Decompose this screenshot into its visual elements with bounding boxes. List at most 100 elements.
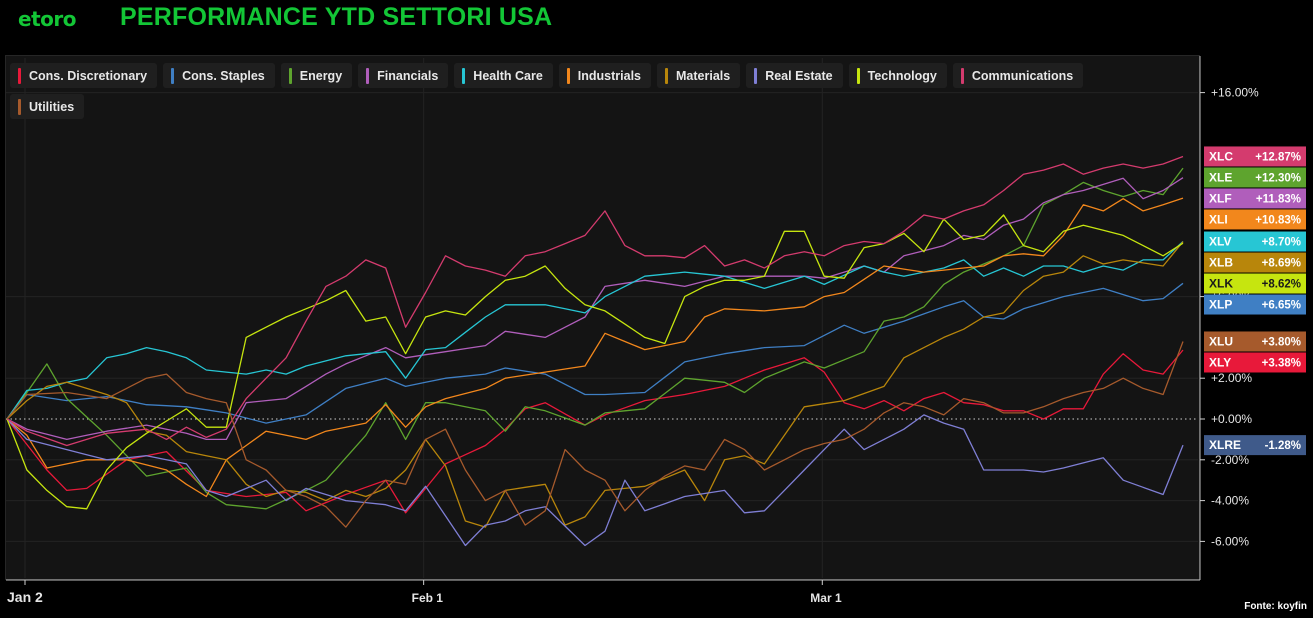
value-label-box bbox=[1204, 331, 1306, 352]
value-label-ticker: XLU bbox=[1209, 334, 1233, 348]
legend-swatch bbox=[462, 67, 466, 84]
series-line-xly bbox=[6, 349, 1184, 514]
y-tick-label: -6.00% bbox=[1211, 534, 1249, 548]
series-line-xle bbox=[6, 167, 1184, 510]
value-label-box bbox=[1204, 146, 1306, 167]
legend-label: Cons. Staples bbox=[182, 68, 265, 83]
legend-label: Energy bbox=[299, 68, 343, 83]
legend-label: Utilities bbox=[29, 99, 75, 114]
series-line-xlre bbox=[6, 414, 1184, 547]
value-label-xlc: XLC +12.87% bbox=[1204, 146, 1306, 167]
value-label-xlre: XLRE -1.28% bbox=[1204, 435, 1306, 456]
y-tick-label: +16.00% bbox=[1211, 86, 1259, 100]
value-label-ticker: XLE bbox=[1209, 170, 1232, 184]
value-label-ticker: XLB bbox=[1209, 256, 1233, 270]
series-line-xlp bbox=[6, 282, 1184, 424]
series-line-xlb bbox=[6, 241, 1184, 528]
value-label-xlp: XLP +6.65% bbox=[1204, 294, 1306, 315]
value-label-box bbox=[1204, 273, 1306, 294]
legend-swatch bbox=[566, 67, 570, 84]
y-tick-label: +2.00% bbox=[1211, 371, 1252, 385]
value-label-xlb: XLB +8.69% bbox=[1204, 252, 1306, 273]
legend-label: Financials bbox=[377, 68, 439, 83]
legend-swatch bbox=[665, 67, 668, 84]
x-tick-label: Mar 1 bbox=[810, 591, 842, 605]
value-label-value: +6.65% bbox=[1262, 300, 1301, 312]
legend-item-xlb[interactable]: Materials bbox=[657, 63, 741, 88]
value-label-box bbox=[1204, 167, 1306, 188]
value-label-box bbox=[1204, 294, 1306, 315]
value-label-value: +3.80% bbox=[1262, 336, 1301, 348]
legend-label: Cons. Discretionary bbox=[29, 68, 148, 83]
value-label-box bbox=[1204, 252, 1306, 273]
value-label-value: +8.62% bbox=[1262, 279, 1301, 291]
legend-item-xle[interactable]: Energy bbox=[280, 63, 353, 88]
legend-swatch bbox=[856, 67, 860, 84]
legend-item-xli[interactable]: Industrials bbox=[558, 63, 651, 88]
legend-item-xlf[interactable]: Financials bbox=[358, 63, 449, 88]
page-title: PERFORMANCE YTD SETTORI USA bbox=[120, 3, 553, 31]
legend-item-xlre[interactable]: Real Estate bbox=[746, 63, 843, 88]
series-line-xlu bbox=[6, 341, 1184, 528]
value-label-ticker: XLK bbox=[1209, 277, 1233, 291]
value-label-xle: XLE +12.30% bbox=[1204, 167, 1306, 188]
legend-swatch bbox=[754, 67, 758, 84]
value-label-value: +8.70% bbox=[1262, 237, 1301, 249]
value-label-ticker: XLP bbox=[1209, 298, 1232, 312]
y-tick-label: -2.00% bbox=[1211, 453, 1249, 467]
value-label-box bbox=[1204, 188, 1306, 209]
value-label-xlv: XLV +8.70% bbox=[1204, 231, 1306, 252]
value-label-ticker: XLC bbox=[1209, 149, 1233, 163]
value-label-ticker: XLV bbox=[1209, 235, 1231, 249]
legend-label: Industrials bbox=[577, 68, 641, 83]
grid-lines bbox=[6, 58, 1198, 578]
value-label-xlu: XLU +3.80% bbox=[1204, 331, 1306, 352]
value-label-ticker: XLI bbox=[1209, 212, 1228, 226]
chart-legend: Cons. Discretionary Cons. Staples Energy Fi… bbox=[10, 63, 1110, 119]
y-tick-label: -4.00% bbox=[1211, 494, 1249, 508]
series-line-xlk bbox=[6, 214, 1184, 510]
legend-swatch bbox=[366, 67, 370, 84]
legend-item-xly[interactable]: Cons. Discretionary bbox=[10, 63, 158, 88]
value-label-value: +11.83% bbox=[1256, 193, 1301, 205]
legend-item-xlk[interactable]: Technology bbox=[848, 63, 947, 88]
legend-swatch bbox=[288, 67, 292, 84]
value-label-xli: XLI +10.83% bbox=[1204, 209, 1306, 230]
series-line-xlc bbox=[6, 155, 1184, 447]
value-label-value: +10.83% bbox=[1255, 214, 1301, 226]
x-tick-label: Jan 2 bbox=[7, 589, 43, 605]
legend-item-xlc[interactable]: Communications bbox=[952, 63, 1084, 88]
legend-label: Materials bbox=[676, 68, 731, 83]
value-label-xlk: XLK +8.62% bbox=[1204, 273, 1306, 294]
legend-swatch bbox=[18, 98, 21, 115]
value-label-box bbox=[1204, 209, 1306, 230]
source-note: Fonte: koyfin bbox=[1244, 601, 1307, 612]
value-label-ticker: XLY bbox=[1209, 355, 1231, 369]
value-label-xly: XLY +3.38% bbox=[1204, 352, 1306, 373]
top-bar: etoro PERFORMANCE YTD SETTORI USA bbox=[0, 0, 1313, 40]
legend-label: Real Estate bbox=[765, 68, 833, 83]
series-line-xlv bbox=[6, 241, 1184, 420]
legend-label: Technology bbox=[867, 68, 937, 83]
series-line-xli bbox=[6, 197, 1184, 498]
value-label-ticker: XLRE bbox=[1209, 438, 1241, 452]
value-label-value: +12.30% bbox=[1255, 172, 1301, 184]
value-label-value: -1.28% bbox=[1265, 440, 1301, 452]
etoro-logo: etoro bbox=[18, 7, 76, 31]
value-label-value: +12.87% bbox=[1255, 151, 1301, 163]
value-label-box bbox=[1204, 435, 1306, 456]
legend-item-xlp[interactable]: Cons. Staples bbox=[163, 63, 275, 88]
x-tick-label: Feb 1 bbox=[412, 591, 444, 605]
legend-label: Health Care bbox=[473, 68, 543, 83]
legend-item-xlu[interactable]: Utilities bbox=[10, 94, 85, 119]
value-label-value: +3.38% bbox=[1262, 357, 1301, 369]
legend-swatch bbox=[171, 67, 175, 84]
y-tick-label: +0.00% bbox=[1211, 412, 1252, 426]
value-label-box bbox=[1204, 352, 1306, 373]
legend-swatch bbox=[18, 67, 21, 84]
value-label-box bbox=[1204, 231, 1306, 252]
value-label-xlf: XLF +11.83% bbox=[1204, 188, 1306, 209]
legend-item-xlv[interactable]: Health Care bbox=[454, 63, 553, 88]
value-label-value: +8.69% bbox=[1262, 258, 1301, 270]
